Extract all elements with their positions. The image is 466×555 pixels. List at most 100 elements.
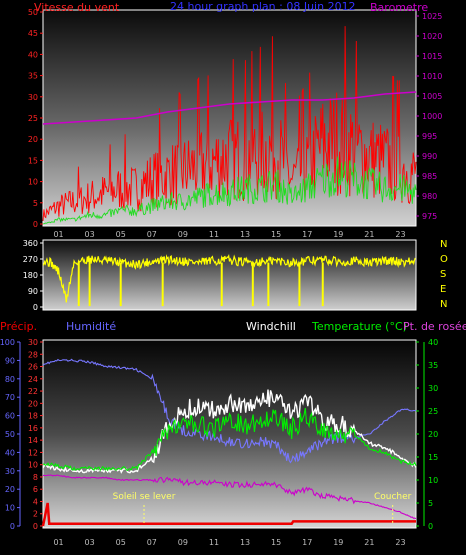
humidity-tick-label-7: 70 — [5, 393, 15, 402]
wind-x-tick-8: 17 — [302, 230, 312, 239]
temp-left-tick-label-4: 8 — [33, 473, 38, 482]
temp-right-tick-label-5: 25 — [428, 407, 438, 416]
wind-tick-label-9: 45 — [28, 29, 38, 38]
wind-x-tick-5: 11 — [209, 230, 219, 239]
wind-x-tick-11: 23 — [395, 230, 405, 239]
humidity-tick-label-5: 50 — [5, 430, 15, 439]
temp-left-tick-label-0: 0 — [33, 522, 38, 531]
series-direction — [42, 254, 416, 303]
temp-right-tick-label-2: 10 — [428, 476, 438, 485]
humidity-tick-label-6: 60 — [5, 412, 15, 421]
baro-tick-label-9: 1020 — [422, 32, 442, 41]
humidity-tick-label-0: 0 — [10, 522, 15, 531]
wind-tick-label-0: 0 — [33, 220, 38, 229]
humidity-label: Humidité — [66, 320, 116, 333]
temp-left-tick-label-15: 30 — [28, 338, 38, 347]
direction-letter-4: N — [440, 299, 447, 310]
temp-left-tick-label-3: 6 — [33, 485, 38, 494]
temp-left-tick-label-13: 26 — [28, 363, 38, 372]
wind-x-tick-6: 13 — [240, 230, 250, 239]
dewpoint-label: Pt. de rosée — [403, 320, 466, 333]
humidity-tick-label-3: 30 — [5, 467, 15, 476]
temp-left-tick-label-14: 28 — [28, 350, 38, 359]
temp-left-tick-label-8: 16 — [28, 424, 38, 433]
bottom-x-tick-5: 11 — [209, 538, 219, 547]
series-humidity — [42, 358, 417, 464]
wind-tick-label-3: 15 — [28, 156, 38, 165]
series-temperature — [42, 407, 417, 472]
wind-tick-label-5: 25 — [28, 114, 38, 123]
bottom-series — [41, 358, 417, 527]
bottom-x-tick-2: 05 — [116, 538, 126, 547]
series-dewpoint — [42, 474, 417, 520]
temp-left-tick-label-1: 2 — [33, 510, 38, 519]
wind-x-tick-1: 03 — [85, 230, 95, 239]
direction-panel-bg — [42, 239, 417, 311]
baro-tick-label-6: 1005 — [422, 92, 442, 101]
wind-tick-label-4: 20 — [28, 135, 38, 144]
temperature-label: Temperature (°C) — [311, 320, 407, 333]
direction-letter-1: O — [440, 254, 448, 265]
windchill-label: Windchill — [246, 320, 296, 333]
series-baro — [42, 91, 417, 125]
bottom-panel-bg — [42, 339, 417, 529]
temp-left-tick-label-9: 18 — [28, 412, 38, 421]
wind-axis-ticks: 0 5 10 15 20 25 30 35 40 45 50 — [28, 8, 43, 229]
temp-right-tick-label-8: 40 — [428, 338, 438, 347]
temp-left-tick-label-7: 14 — [28, 436, 38, 445]
wind-x-tick-10: 21 — [364, 230, 374, 239]
precip-label: Précip. — [0, 320, 37, 333]
bottom-x-tick-4: 09 — [178, 538, 188, 547]
bottom-x-ticks: 01 03 05 07 09 11 13 15 17 19 21 23 — [53, 538, 405, 547]
sunrise-label: Soleil se lever — [113, 492, 176, 502]
direction-letter-0: N — [440, 239, 447, 250]
baro-tick-label-2: 985 — [422, 172, 437, 181]
bottom-x-tick-6: 13 — [240, 538, 250, 547]
direction-axis-ticks: 0 90 180 270 360 — [23, 239, 43, 312]
direction-series — [42, 254, 416, 307]
sunset-label: Coucher — [374, 492, 412, 502]
direction-tick-label-3: 270 — [23, 255, 38, 264]
wind-panel-bg — [42, 9, 417, 227]
baro-tick-label-0: 975 — [422, 212, 437, 221]
humidity-tick-label-4: 40 — [5, 448, 15, 457]
series-gust — [42, 156, 417, 225]
humidity-tick-label-8: 80 — [5, 375, 15, 384]
humidity-tick-label-9: 90 — [5, 356, 15, 365]
temp-left-tick-label-5: 10 — [28, 461, 38, 470]
direction-letter-3: E — [440, 284, 446, 295]
temp-left-tick-label-6: 12 — [28, 448, 38, 457]
graph-center-title: 24 hour graph plan : 08 Juin 2012 — [170, 0, 356, 13]
wind-x-ticks: 01 03 05 07 09 11 13 15 17 19 21 23 — [53, 230, 405, 239]
baro-tick-label-1: 980 — [422, 192, 437, 201]
baro-tick-label-5: 1000 — [422, 112, 442, 121]
baro-title: Barometre — [370, 1, 428, 14]
humidity-axis-ticks: 0 10 20 30 40 50 60 70 80 90 100 — [0, 338, 21, 531]
bottom-x-tick-9: 19 — [333, 538, 343, 547]
temp-right-tick-label-1: 5 — [428, 499, 433, 508]
bottom-x-tick-7: 15 — [271, 538, 281, 547]
baro-tick-label-8: 1015 — [422, 52, 442, 61]
temp-right-tick-label-3: 15 — [428, 453, 438, 462]
wind-x-tick-4: 09 — [178, 230, 188, 239]
humidity-tick-label-1: 10 — [5, 504, 15, 513]
series-precip — [41, 502, 416, 527]
wind-tick-label-2: 10 — [28, 178, 38, 187]
temp-right-tick-label-6: 30 — [428, 384, 438, 393]
temp-right-tick-label-4: 20 — [428, 430, 438, 439]
wind-tick-label-1: 5 — [33, 199, 38, 208]
wind-x-tick-3: 07 — [147, 230, 157, 239]
wind-x-tick-7: 15 — [271, 230, 281, 239]
bottom-x-tick-1: 03 — [85, 538, 95, 547]
baro-tick-label-4: 995 — [422, 132, 437, 141]
wind-x-tick-0: 01 — [53, 230, 63, 239]
direction-tick-label-2: 180 — [23, 271, 38, 280]
humidity-tick-label-10: 100 — [0, 338, 15, 347]
wind-tick-label-7: 35 — [28, 72, 38, 81]
bottom-x-tick-0: 01 — [53, 538, 63, 547]
temp-right-tick-label-0: 0 — [428, 522, 433, 531]
direction-tick-label-0: 0 — [33, 303, 38, 312]
bottom-x-tick-11: 23 — [395, 538, 405, 547]
